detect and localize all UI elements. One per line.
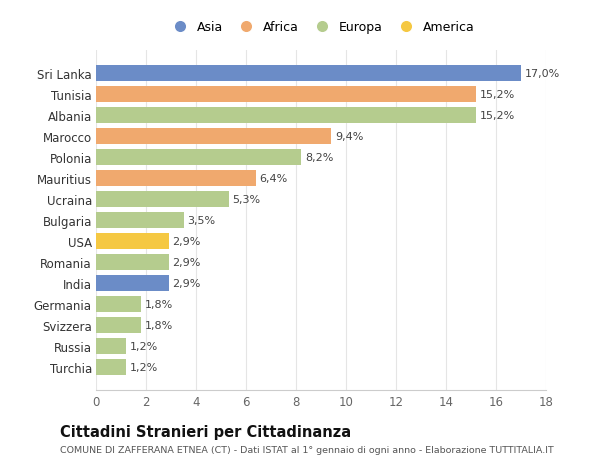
Text: 1,8%: 1,8% [145, 299, 173, 309]
Text: 1,2%: 1,2% [130, 362, 158, 372]
Bar [96, 108, 476, 123]
Bar [96, 66, 521, 82]
Text: 15,2%: 15,2% [480, 90, 515, 100]
Bar [96, 191, 229, 207]
Text: 6,4%: 6,4% [260, 174, 288, 184]
Text: COMUNE DI ZAFFERANA ETNEA (CT) - Dati ISTAT al 1° gennaio di ogni anno - Elabora: COMUNE DI ZAFFERANA ETNEA (CT) - Dati IS… [60, 445, 554, 454]
Text: 2,9%: 2,9% [172, 236, 200, 246]
Bar [96, 87, 476, 102]
Text: Cittadini Stranieri per Cittadinanza: Cittadini Stranieri per Cittadinanza [60, 425, 351, 440]
Bar [96, 359, 126, 375]
Bar [96, 234, 169, 249]
Text: 3,5%: 3,5% [187, 215, 215, 225]
Text: 2,9%: 2,9% [172, 257, 200, 267]
Legend: Asia, Africa, Europa, America: Asia, Africa, Europa, America [162, 16, 480, 39]
Text: 15,2%: 15,2% [480, 111, 515, 121]
Bar [96, 129, 331, 145]
Bar [96, 296, 141, 312]
Bar [96, 317, 141, 333]
Text: 2,9%: 2,9% [172, 278, 200, 288]
Bar [96, 338, 126, 354]
Text: 1,2%: 1,2% [130, 341, 158, 351]
Bar [96, 213, 184, 228]
Text: 8,2%: 8,2% [305, 152, 333, 162]
Text: 17,0%: 17,0% [525, 69, 560, 79]
Bar [96, 171, 256, 186]
Text: 5,3%: 5,3% [232, 195, 260, 204]
Text: 1,8%: 1,8% [145, 320, 173, 330]
Bar [96, 275, 169, 291]
Bar [96, 150, 301, 165]
Bar [96, 254, 169, 270]
Text: 9,4%: 9,4% [335, 132, 363, 141]
